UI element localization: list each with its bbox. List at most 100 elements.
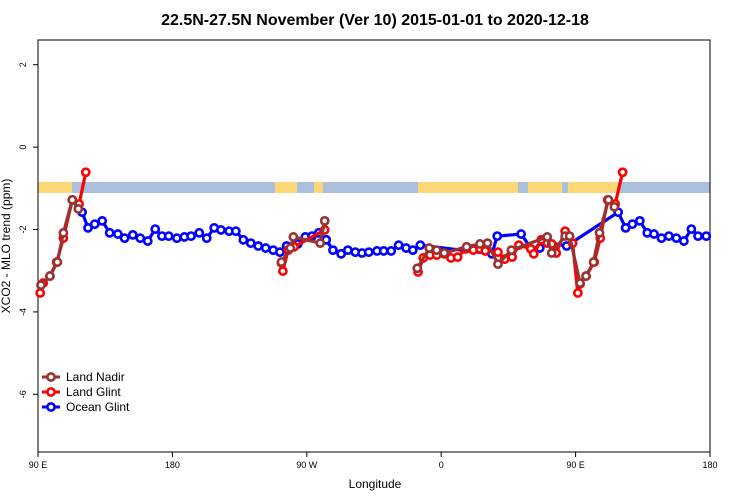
data-point <box>542 232 553 242</box>
x-tick-label: 90 E <box>566 460 585 470</box>
data-point <box>52 257 63 267</box>
data-point <box>686 224 697 235</box>
data-point <box>594 227 605 238</box>
data-point <box>475 239 485 249</box>
data-point <box>315 238 326 249</box>
data-point <box>97 215 108 226</box>
data-point <box>493 259 503 270</box>
legend-label: Land Glint <box>66 385 121 399</box>
data-point <box>58 227 69 238</box>
data-point <box>35 288 46 298</box>
x-tick-label: 180 <box>165 460 180 470</box>
data-point <box>480 246 491 256</box>
data-point <box>572 288 583 298</box>
data-point <box>194 227 205 238</box>
y-tick-label: -6 <box>18 390 28 398</box>
data-point <box>36 280 46 291</box>
data-point <box>378 246 389 256</box>
data-point <box>142 236 153 246</box>
data-point <box>493 247 503 258</box>
data-point <box>342 245 353 256</box>
data-point <box>634 215 645 226</box>
data-point <box>656 233 667 244</box>
legend-label: Ocean Glint <box>66 400 130 414</box>
y-axis-label: XCO2 - MLO trend (ppm) <box>0 179 13 314</box>
series <box>36 194 620 291</box>
x-tick-label: 90 W <box>296 460 318 470</box>
data-point <box>201 233 212 244</box>
chart-title: 22.5N-27.5N November (Ver 10) 2015-01-01… <box>161 12 589 29</box>
data-point <box>516 229 526 239</box>
data-point <box>588 257 599 267</box>
legend-swatch-point <box>46 387 56 397</box>
data-point <box>288 232 299 242</box>
data-point <box>363 247 374 258</box>
data-point <box>230 226 241 237</box>
data-point <box>431 245 442 256</box>
data-point <box>412 263 423 274</box>
x-tick-label: 90 E <box>29 460 48 470</box>
data-point <box>528 248 539 259</box>
data-point <box>424 243 435 253</box>
data-point <box>439 248 450 258</box>
land-patch <box>38 182 72 193</box>
data-point <box>506 245 517 256</box>
data-point <box>415 240 426 251</box>
data-point <box>671 233 682 244</box>
data-point <box>319 215 330 226</box>
series <box>77 207 712 259</box>
data-point <box>89 219 100 230</box>
data-point <box>693 231 703 242</box>
data-point <box>276 257 287 267</box>
data-point <box>186 231 196 242</box>
data-point <box>45 271 55 281</box>
data-point <box>238 234 249 245</box>
data-point <box>452 252 463 263</box>
legend-swatch-point <box>46 372 56 382</box>
data-point <box>386 246 397 256</box>
plot-frame <box>37 39 711 453</box>
data-point <box>575 278 585 288</box>
data-point <box>245 238 256 249</box>
legend-label: Land Nadir <box>66 370 125 384</box>
legend-swatch-point <box>46 402 56 412</box>
data-point <box>171 233 182 244</box>
data-point <box>253 241 264 251</box>
data-point <box>581 271 591 281</box>
land-patch <box>418 182 518 193</box>
data-point <box>664 231 674 242</box>
data-point <box>216 225 226 235</box>
y-tick-label: -2 <box>18 226 28 234</box>
data-point <box>67 194 78 205</box>
data-point <box>627 219 638 230</box>
data-point <box>546 248 557 258</box>
land-patch <box>275 182 297 193</box>
data-point <box>617 167 628 178</box>
data-point <box>482 238 493 249</box>
data-point <box>260 243 271 253</box>
x-tick-label: 0 <box>439 460 444 470</box>
data-point <box>678 236 689 246</box>
data-point <box>80 167 91 178</box>
data-point <box>603 194 614 205</box>
data-point <box>285 243 296 253</box>
data-point <box>328 245 338 256</box>
data-point <box>73 204 84 214</box>
data-point <box>649 229 659 239</box>
data-point <box>461 241 472 252</box>
y-tick-label: 2 <box>18 62 28 67</box>
data-point <box>492 231 503 242</box>
data-point <box>150 224 161 235</box>
data-point <box>163 231 174 242</box>
y-tick-label: 0 <box>18 145 28 150</box>
x-tick-label: 180 <box>702 460 717 470</box>
data-point <box>275 247 285 258</box>
data-point <box>609 201 620 212</box>
data-point <box>119 233 130 244</box>
data-point <box>278 266 288 277</box>
y-tick-label: -4 <box>18 308 28 316</box>
land-patch <box>314 182 323 193</box>
ocean-strip <box>38 182 710 193</box>
